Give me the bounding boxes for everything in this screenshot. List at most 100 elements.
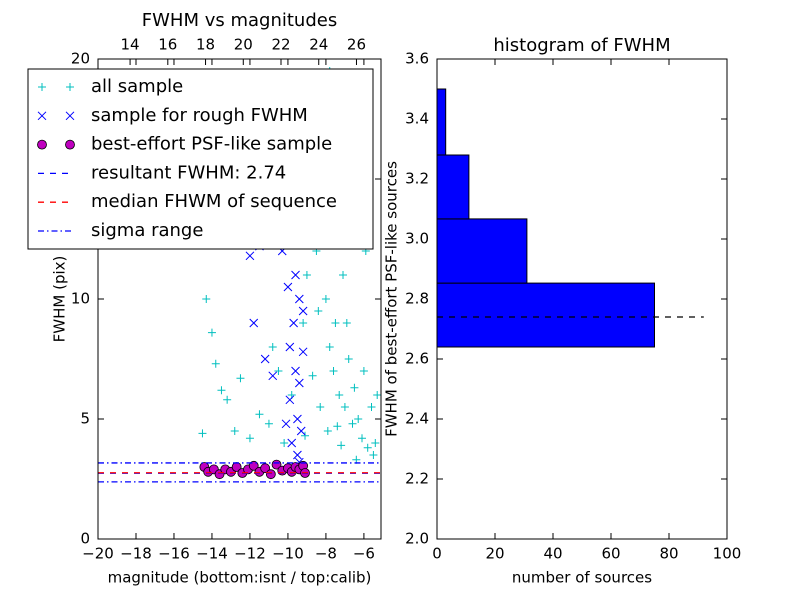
plot-frame [436,58,728,540]
x2-tick-label: 24 [309,36,328,54]
plot-frame [97,58,382,540]
x-tick-label: 20 [485,545,504,563]
point [289,318,298,328]
x-axis-label: number of sources [512,569,652,587]
point [264,419,273,428]
x-tick-label: −16 [158,545,190,563]
point [298,306,308,316]
y-tick-label: 10 [71,290,90,308]
legend-label: sigma range [91,220,203,241]
point [249,318,259,328]
point [369,451,378,459]
point [331,319,340,327]
point [260,463,271,474]
x-tick-label: −20 [82,545,114,563]
x-tick-label: 100 [713,545,742,563]
point [245,434,254,443]
bar [436,282,655,348]
point [281,419,291,429]
x2-tick-label: 16 [158,36,177,54]
legend-box [27,68,374,250]
point [293,414,302,424]
y-tick-label: 2.8 [405,290,429,308]
point [323,427,332,435]
point [294,378,304,388]
point [358,434,367,443]
x2-tick-label: 26 [347,36,366,54]
point [217,386,226,395]
y-tick-label: 5 [80,410,90,428]
x-tick-label: −18 [120,545,152,563]
point [283,282,293,292]
point [329,367,338,375]
point [245,251,255,261]
point [342,319,351,327]
point [298,347,308,357]
point [301,431,310,440]
point [373,391,381,399]
bar [436,154,470,220]
point [344,355,353,363]
point [207,328,216,337]
point [285,342,295,352]
chart-title: FWHM vs magnitudes [142,10,337,31]
point [367,403,376,411]
point [299,319,308,327]
legend-label: median FHWM of sequence [91,191,337,212]
point [287,438,297,448]
point [274,367,283,375]
point [335,391,344,399]
legend-marker [65,111,75,121]
x2-tick-label: 18 [196,36,215,54]
point [293,450,302,460]
y-tick-label: 2.2 [405,470,429,488]
point [280,439,289,447]
point [348,419,357,428]
bar [436,88,447,156]
y-tick-label: 2.6 [405,350,429,368]
point [202,295,211,303]
legend-marker [65,139,75,150]
x-tick-label: −8 [315,545,337,563]
x-tick-label: 0 [432,545,442,563]
legend-label: resultant FWHM: 2.74 [91,162,286,183]
point [223,395,232,404]
x-tick-label: −12 [234,545,266,563]
point [265,469,276,480]
point [230,427,239,435]
point [354,415,363,423]
x2-tick-label: 20 [234,36,253,54]
point [211,359,220,368]
point [296,426,306,436]
y-tick-label: 3.6 [405,50,429,68]
point [198,429,207,438]
point [363,443,372,452]
point [339,271,348,279]
x-tick-label: −6 [353,545,375,563]
x-tick-label: −10 [272,545,304,563]
point [316,403,325,411]
y-tick-label: 3.0 [405,230,429,248]
y-tick-label: 20 [71,50,90,68]
point [255,410,264,419]
legend-marker [37,139,47,150]
legend-marker [37,111,47,121]
y-tick-label: 2.0 [405,530,429,548]
point [291,366,300,376]
x2-tick-label: 14 [121,36,140,54]
point [291,270,300,280]
y-tick-label: 2.4 [405,410,429,428]
y-tick-label: 3.2 [405,170,429,188]
point [337,441,346,450]
x-tick-label: 40 [543,545,562,563]
y-tick-label: 3.4 [405,110,429,128]
bar [436,218,528,284]
y-tick-label: 0 [80,530,90,548]
point [285,395,295,405]
point [350,383,359,392]
point [236,374,245,383]
legend-label: all sample [91,76,183,97]
x2-tick-label: 22 [271,36,290,54]
point [325,343,334,351]
